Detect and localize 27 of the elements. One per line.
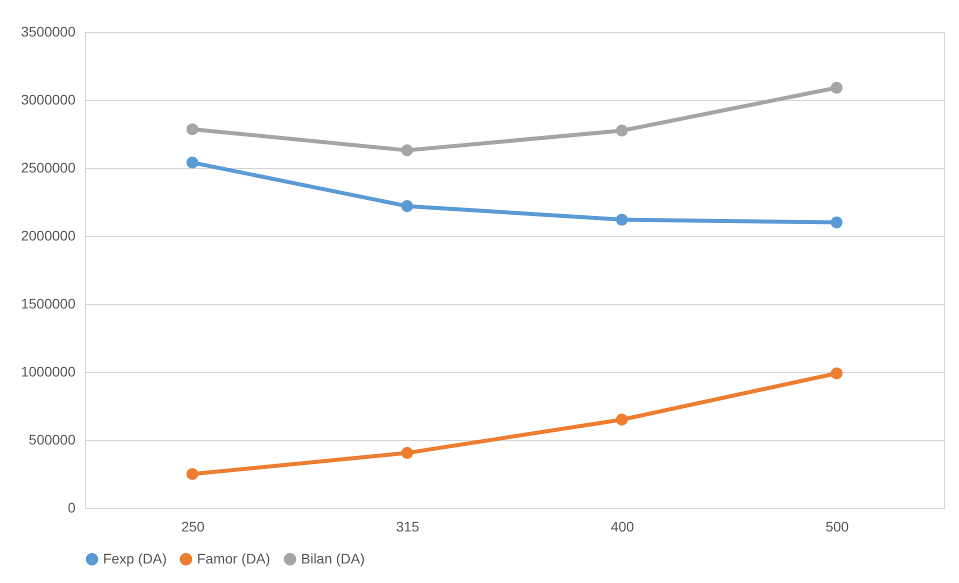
point — [401, 200, 414, 212]
x-tick-label: 315 — [396, 518, 420, 534]
y-tick-label: 2500000 — [20, 160, 76, 176]
point — [186, 156, 198, 168]
y-tick-label: 3000000 — [20, 92, 76, 108]
point — [186, 123, 198, 136]
y-tick-label: 2000000 — [20, 228, 76, 244]
y-tick-label: 0 — [68, 500, 76, 516]
point — [616, 414, 628, 426]
point — [401, 447, 414, 459]
point — [830, 216, 843, 228]
point — [186, 468, 198, 480]
y-tick-label: 500000 — [28, 432, 76, 448]
legend-label: Fexp (DA) — [103, 550, 167, 566]
legend-label: Bilan (DA) — [301, 550, 365, 566]
point — [830, 82, 843, 94]
y-tick-label: 1000000 — [20, 364, 76, 380]
y-tick-label: 3500000 — [20, 24, 76, 40]
x-tick-label: 500 — [825, 518, 850, 534]
x-tick-label: 250 — [181, 518, 205, 534]
y-tick-label: 1500000 — [20, 296, 76, 312]
point — [616, 124, 628, 137]
point — [616, 214, 628, 226]
point — [830, 367, 843, 380]
x-tick-label: 400 — [610, 518, 634, 534]
legend-label: Famor (DA) — [197, 550, 270, 566]
point — [401, 144, 414, 156]
